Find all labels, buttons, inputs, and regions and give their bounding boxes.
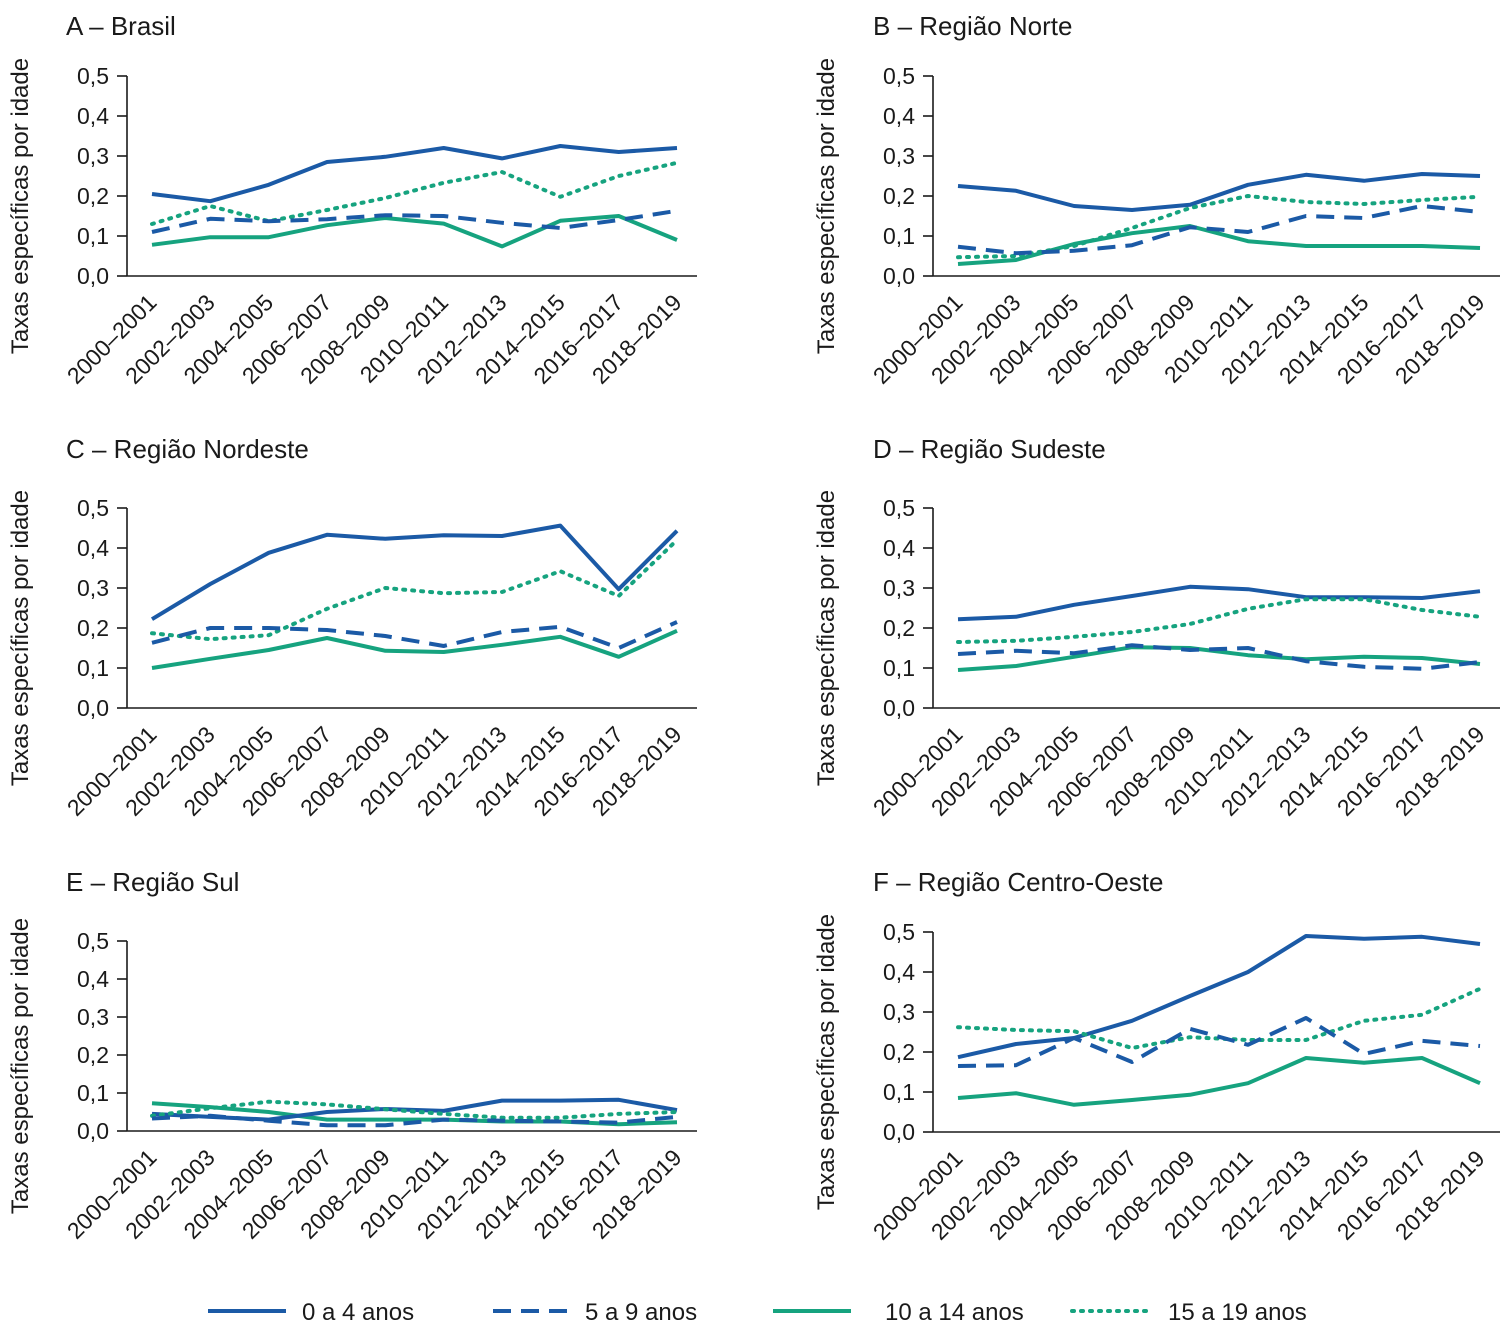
chart-panel: B – Região Norte Taxas específicas por id… [813, 11, 1500, 389]
legend-item: 10 a 14 anos [773, 1299, 1024, 1322]
y-axis-label: Taxas específicas por idade [7, 918, 34, 1214]
y-axis-label: Taxas específicas por idade [813, 914, 840, 1210]
series-line-age-15-19 [956, 986, 1482, 1050]
series-line-age-10-14 [957, 645, 1481, 672]
series-line-age-10-14 [151, 1101, 678, 1127]
series-line-age-5-9 [151, 1113, 678, 1128]
y-tick-label: 0,1 [883, 655, 915, 681]
panel-title: D – Região Sudeste [873, 434, 1106, 464]
y-tick-label: 0,2 [77, 183, 109, 209]
y-tick-label: 0,4 [883, 103, 915, 129]
legend-label: 15 a 19 anos [1168, 1299, 1307, 1322]
y-tick-label: 0,2 [883, 1039, 915, 1065]
chart-panels: A – Brasil Taxas específicas por idade 0,0… [7, 11, 1500, 1245]
y-tick-label: 0,1 [77, 1080, 109, 1106]
panel-title: A – Brasil [66, 11, 176, 41]
series-line-age-10-14 [151, 628, 678, 670]
y-tick-label: 0,2 [883, 615, 915, 641]
y-tick-label: 0,1 [77, 223, 109, 249]
series-line-age-0-4 [957, 172, 1481, 212]
legend-label: 5 a 9 anos [585, 1299, 697, 1322]
y-tick-label: 0,2 [883, 183, 915, 209]
y-tick-label: 0,0 [883, 1119, 915, 1145]
series-line-age-15-19 [150, 538, 679, 642]
y-axis-label: Taxas específicas por idade [7, 58, 34, 354]
series-line-age-5-9 [957, 643, 1481, 671]
y-tick-label: 0,0 [883, 263, 915, 289]
y-tick-label: 0,4 [77, 966, 109, 992]
y-tick-label: 0,0 [77, 695, 109, 721]
chart-panel: F – Região Centro-Oeste Taxas específicas… [813, 867, 1500, 1245]
y-tick-label: 0,4 [883, 959, 915, 985]
y-tick-label: 0,0 [77, 1118, 109, 1144]
y-tick-label: 0,1 [883, 1079, 915, 1105]
series-line-age-0-4 [957, 934, 1481, 1060]
y-tick-label: 0,1 [77, 655, 109, 681]
series-line-age-15-19 [956, 194, 1482, 260]
panel-title: B – Região Norte [873, 11, 1072, 41]
y-axis-label: Taxas específicas por idade [7, 490, 34, 786]
y-tick-label: 0,2 [77, 1042, 109, 1068]
y-tick-label: 0,3 [77, 143, 109, 169]
y-tick-label: 0,3 [883, 999, 915, 1025]
chart-panel: A – Brasil Taxas específicas por idade 0,0… [7, 11, 697, 389]
y-tick-label: 0,5 [883, 63, 915, 89]
series-line-age-15-19 [150, 160, 679, 226]
series-line-age-10-14 [957, 1056, 1481, 1107]
series-line-age-5-9 [957, 1016, 1481, 1068]
legend: 0 a 4 anos 5 a 9 anos 10 a 14 anos 15 a 19 … [208, 1299, 1307, 1322]
series-line-age-15-19 [150, 1099, 679, 1120]
chart-panel: D – Região Sudeste Taxas específicas por … [813, 434, 1500, 821]
y-axis-label: Taxas específicas por idade [813, 58, 840, 354]
y-tick-label: 0,3 [883, 143, 915, 169]
y-axis-label: Taxas específicas por idade [813, 490, 840, 786]
y-tick-label: 0,3 [77, 1004, 109, 1030]
y-tick-label: 0,5 [77, 928, 109, 954]
legend-item: 0 a 4 anos [208, 1299, 414, 1322]
series-line-age-5-9 [957, 204, 1481, 256]
y-tick-label: 0,3 [883, 575, 915, 601]
series-line-age-0-4 [151, 144, 678, 204]
panel-title: F – Região Centro-Oeste [873, 867, 1163, 897]
legend-label: 10 a 14 anos [885, 1299, 1024, 1322]
legend-item: 15 a 19 anos [1070, 1299, 1307, 1322]
y-tick-label: 0,2 [77, 615, 109, 641]
y-tick-label: 0,1 [883, 223, 915, 249]
y-tick-label: 0,4 [883, 535, 915, 561]
series-line-age-5-9 [151, 620, 678, 650]
y-tick-label: 0,5 [883, 919, 915, 945]
y-tick-label: 0,4 [77, 103, 109, 129]
series-line-age-10-14 [957, 224, 1481, 266]
series-line-age-15-19 [956, 597, 1482, 644]
legend-label: 0 a 4 anos [302, 1299, 414, 1322]
panel-title: C – Região Nordeste [66, 434, 309, 464]
legend-item: 5 a 9 anos [493, 1299, 697, 1322]
y-tick-label: 0,5 [77, 495, 109, 521]
series-line-age-0-4 [957, 584, 1481, 622]
y-tick-label: 0,5 [883, 495, 915, 521]
y-tick-label: 0,4 [77, 535, 109, 561]
chart-panel: E – Região Sul Taxas específicas por idad… [7, 867, 697, 1244]
series-line-age-0-4 [150, 523, 679, 621]
y-tick-label: 0,0 [77, 263, 109, 289]
series-line-age-5-9 [151, 208, 678, 234]
chart-panel: C – Região Nordeste Taxas específicas por… [7, 434, 697, 821]
y-tick-label: 0,0 [883, 695, 915, 721]
y-tick-label: 0,3 [77, 575, 109, 601]
panel-title: E – Região Sul [66, 867, 239, 897]
y-tick-label: 0,5 [77, 63, 109, 89]
series-line-age-10-14 [151, 214, 678, 249]
